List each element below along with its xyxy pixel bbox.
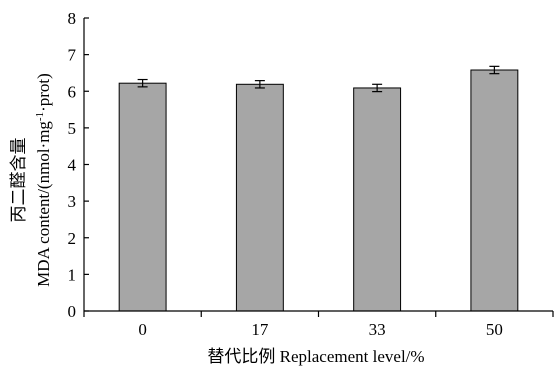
y-tick-label: 1	[68, 265, 77, 284]
bar	[353, 87, 402, 312]
y-tick-label: 3	[68, 192, 77, 211]
x-tick-label: 0	[138, 320, 147, 339]
y-axis-title-line2-group: MDA content/(nmol·mg-1·prot)	[34, 73, 53, 287]
bar	[118, 82, 167, 312]
y-tick-label: 2	[68, 229, 77, 248]
y-axis-title-tail: ·prot)	[34, 73, 53, 112]
x-tick-label: 50	[486, 320, 503, 339]
y-axis-title-line1-group: 丙二醛含量	[9, 138, 28, 223]
y-tick-label: 6	[68, 82, 77, 101]
y-axis-title-main: MDA content/(nmol·mg	[34, 121, 53, 287]
y-axis-title-line2: MDA content/(nmol·mg-1·prot)	[34, 73, 53, 287]
bar	[235, 83, 284, 312]
y-axis-ticks: 0 1 2 3 4 5 6 7 8	[68, 9, 89, 321]
x-axis-ticks: 0 17 33 50	[83, 311, 554, 339]
y-tick-label: 8	[68, 9, 77, 28]
y-tick-label: 7	[68, 46, 77, 65]
y-tick-label: 5	[68, 119, 77, 138]
x-tick-label: 33	[369, 320, 386, 339]
y-tick-label: 0	[68, 302, 77, 321]
y-axis-title-line1: 丙二醛含量	[9, 138, 28, 223]
y-axis-title-superscript: -1	[34, 112, 46, 121]
y-tick-label: 4	[68, 156, 77, 175]
bars	[118, 65, 519, 312]
x-axis-title: 替代比例 Replacement level/%	[207, 347, 424, 366]
bar	[470, 69, 519, 312]
x-tick-label: 17	[251, 320, 269, 339]
